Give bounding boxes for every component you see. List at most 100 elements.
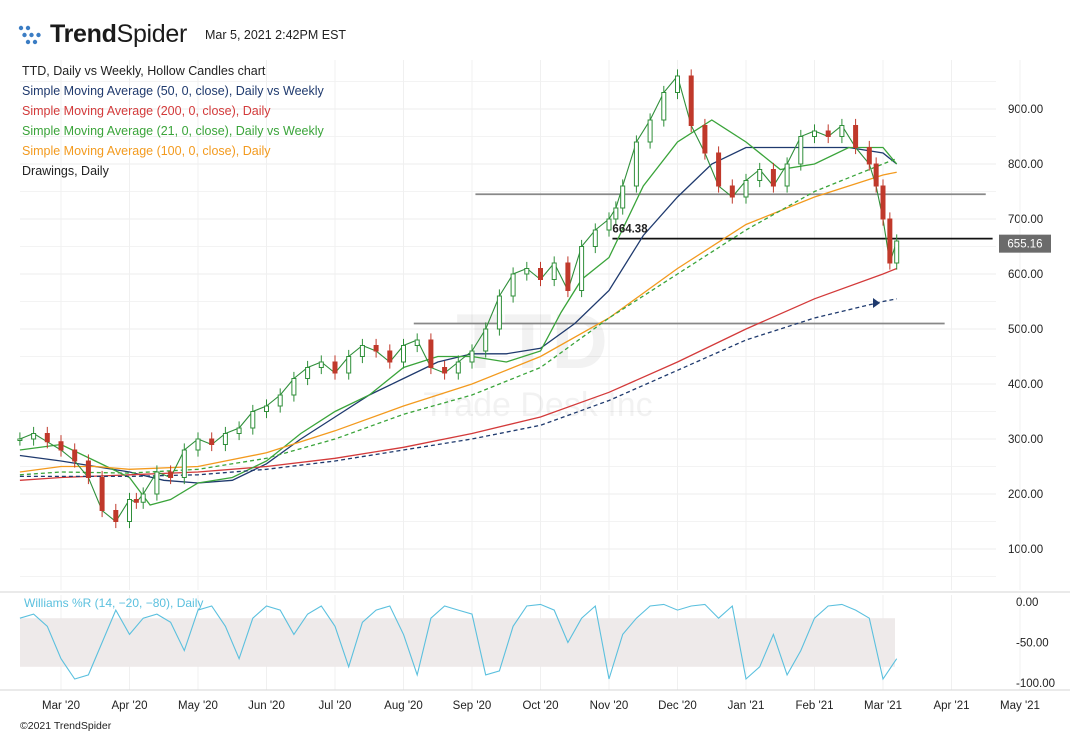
candle-body <box>702 125 708 154</box>
candle-body <box>222 433 228 445</box>
chart-header: TrendSpider Mar 5, 2021 2:42PM EST <box>0 0 1070 60</box>
timestamp: Mar 5, 2021 2:42PM EST <box>205 28 347 42</box>
candle-body <box>291 378 297 396</box>
candle-body <box>688 75 694 126</box>
candle-body <box>195 438 201 451</box>
candle-body <box>236 427 242 434</box>
x-tick-label: Nov '20 <box>590 700 629 712</box>
x-tick-label: Jul '20 <box>319 700 352 712</box>
price-flag-label: 655.16 <box>1007 239 1042 251</box>
arrow-marker <box>873 298 880 308</box>
candle-body <box>483 328 489 352</box>
x-tick-label: Feb '21 <box>796 700 834 712</box>
y-tick-label: 200.00 <box>1008 489 1043 501</box>
candle-body <box>866 147 872 165</box>
candle-body <box>305 367 311 379</box>
candle-body <box>661 92 667 121</box>
candle-body <box>414 339 420 346</box>
candle-body <box>565 262 571 291</box>
x-tick-label: Sep '20 <box>453 700 492 712</box>
candle-body <box>647 119 653 143</box>
legend-item-sma100[interactable]: Simple Moving Average (100, 0, close), D… <box>22 144 271 158</box>
candle-body <box>496 295 502 330</box>
brand-bold: Trend <box>50 20 117 48</box>
brand-logo: TrendSpider <box>50 20 187 49</box>
candle-body <box>873 163 879 187</box>
williams-r-title[interactable]: Williams %R (14, −20, −80), Daily <box>24 596 204 610</box>
candle-body <box>469 350 475 363</box>
series-line-3 <box>19 171 897 473</box>
x-tick-label: Apr '21 <box>933 700 969 712</box>
chart-legend: TTD, Daily vs Weekly, Hollow Candles cha… <box>22 61 324 181</box>
wr-y-tick-label: -100.00 <box>1016 678 1055 690</box>
candle-body <box>633 141 639 187</box>
x-tick-label: May '21 <box>1000 700 1040 712</box>
x-tick-label: May '20 <box>178 700 218 712</box>
y-tick-label: 100.00 <box>1008 544 1043 556</box>
candle-body <box>729 185 735 198</box>
watermark-symbol: TTD <box>456 297 608 385</box>
wr-y-tick-label: -50.00 <box>1016 638 1049 650</box>
price-flag <box>999 234 1051 253</box>
y-tick-label: 400.00 <box>1008 379 1043 391</box>
candle-body <box>551 262 557 280</box>
y-tick-label: 800.00 <box>1008 159 1043 171</box>
candle-body <box>373 345 379 352</box>
candle-body <box>887 218 893 264</box>
wr-y-tick-label: 0.00 <box>1016 597 1038 609</box>
candle-body <box>592 229 598 247</box>
candle-body <box>675 75 680 93</box>
x-tick-label: Mar '21 <box>864 700 902 712</box>
candle-body <box>85 460 91 478</box>
series-line-1 <box>19 267 897 481</box>
x-tick-label: Aug '20 <box>384 700 423 712</box>
legend-item-drawings[interactable]: Drawings, Daily <box>22 164 109 178</box>
candle-body <box>250 411 256 429</box>
x-tick-label: Jun '20 <box>248 700 285 712</box>
level-label: 664.38 <box>612 224 648 236</box>
candle-body <box>606 218 612 231</box>
candle-body <box>798 136 804 165</box>
candle-body <box>839 125 845 137</box>
legend-item-sma21[interactable]: Simple Moving Average (21, 0, close), Da… <box>22 124 324 138</box>
candle-body <box>209 438 215 445</box>
candle-body <box>359 345 365 357</box>
candle-body <box>442 367 448 374</box>
candle-body <box>894 240 900 264</box>
legend-item-sma200[interactable]: Simple Moving Average (200, 0, close), D… <box>22 104 271 118</box>
y-tick-label: 900.00 <box>1008 104 1043 116</box>
series-line-4 <box>19 157 897 476</box>
candle-body <box>784 163 790 187</box>
x-tick-label: Mar '20 <box>42 700 80 712</box>
y-tick-label: 700.00 <box>1008 214 1043 226</box>
candle-body <box>99 477 105 511</box>
trendspider-dots-icon <box>18 25 41 45</box>
x-tick-label: Oct '20 <box>522 700 558 712</box>
candle-body <box>318 361 324 368</box>
y-tick-label: 300.00 <box>1008 434 1043 446</box>
legend-item-sma50[interactable]: Simple Moving Average (50, 0, close), Da… <box>22 84 324 98</box>
candle-body <box>332 361 338 374</box>
candle-body <box>72 449 78 462</box>
candle-body <box>17 438 23 441</box>
candle-body <box>44 433 50 443</box>
y-tick-label: 600.00 <box>1008 269 1043 281</box>
candle-body <box>812 130 817 137</box>
candle-body <box>168 471 174 478</box>
candle-body <box>428 339 434 368</box>
candle-body <box>127 499 132 522</box>
candle-body <box>401 345 406 363</box>
candle-body <box>31 433 37 440</box>
candle-body <box>455 361 461 374</box>
candle-body <box>743 180 749 198</box>
candle-body <box>154 471 160 495</box>
candle-body <box>716 152 722 187</box>
williams-r-line <box>19 603 898 681</box>
candle-body <box>140 493 146 503</box>
candle-body <box>346 356 352 374</box>
legend-item-title: TTD, Daily vs Weekly, Hollow Candles cha… <box>22 64 266 78</box>
y-tick-label: 500.00 <box>1008 324 1043 336</box>
candle-body <box>277 394 283 407</box>
x-tick-label: Apr '20 <box>111 700 147 712</box>
